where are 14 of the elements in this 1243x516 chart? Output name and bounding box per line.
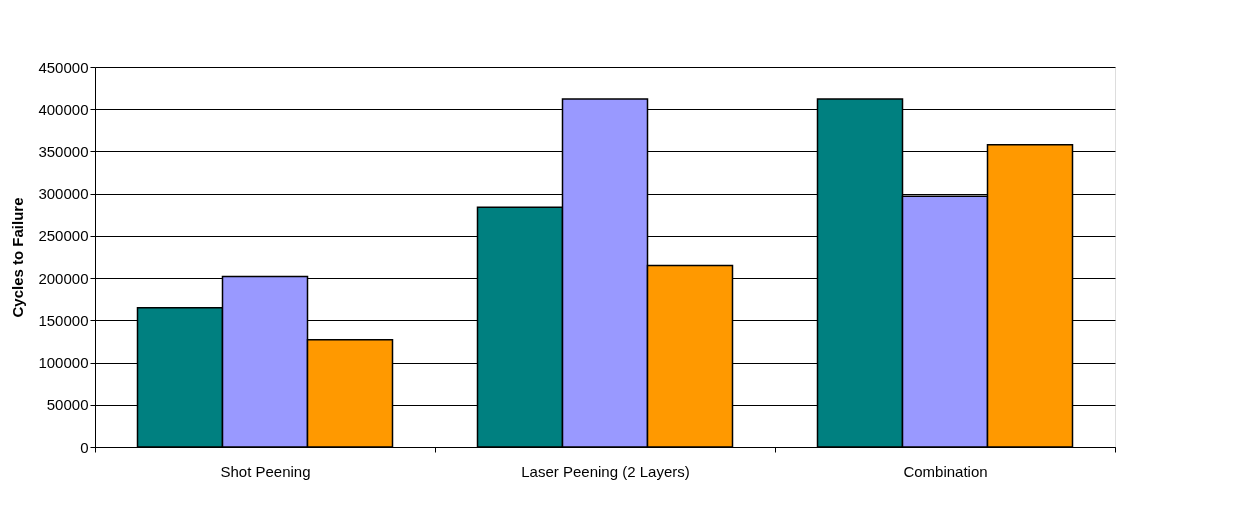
y-tick-label: 0: [80, 438, 89, 456]
y-tick-label: 250000: [38, 227, 89, 245]
y-tick-label: 300000: [38, 185, 89, 203]
y-tick-label: 400000: [38, 100, 89, 118]
y-axis-title: Cycles to Failure: [9, 197, 27, 318]
y-tick-label: 150000: [38, 311, 89, 329]
x-tick-label: Shot Peening: [220, 462, 311, 480]
y-tick-label: 100000: [38, 354, 89, 372]
x-tick-label: Laser Peening (2 Layers): [521, 462, 690, 480]
y-tick-label: 450000: [38, 58, 89, 76]
x-tick-label: Combination: [903, 462, 988, 480]
y-tick-label: 200000: [38, 269, 89, 287]
y-tick-label: 50000: [46, 396, 89, 414]
y-tick-label: 350000: [38, 142, 89, 160]
